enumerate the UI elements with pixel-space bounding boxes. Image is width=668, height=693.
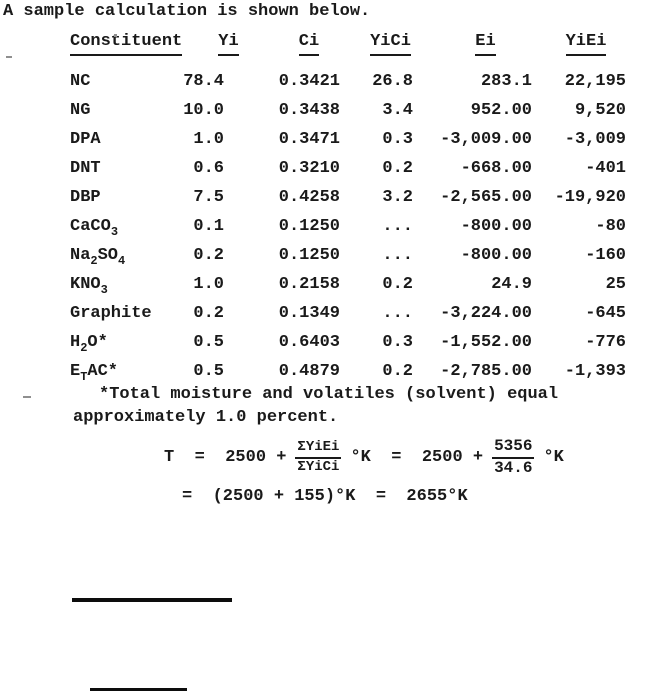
cell-ei: -800.00 [460, 246, 532, 265]
cell-yici: 26.8 [372, 72, 413, 91]
cell-yiei: 9,520 [574, 101, 626, 120]
cell-yi: 0.5 [193, 333, 224, 352]
scan-artifact [6, 56, 12, 58]
equation-prefix: T = 2500 + [164, 448, 287, 467]
cell-ei: 283.1 [480, 72, 532, 91]
equation-suffix: °K [543, 448, 564, 467]
cell-constituent: KNO3 [70, 275, 108, 297]
numeric-fraction-numerator: 5356 [492, 437, 535, 459]
cell-constituent: DPA [70, 130, 101, 149]
cell-yici: 3.4 [382, 101, 413, 120]
cell-ci: 0.6403 [278, 333, 340, 352]
column-header-yi: Yi [183, 32, 239, 67]
cell-constituent: Na2SO4 [70, 246, 126, 268]
cell-ei: -3,009.00 [440, 130, 532, 149]
table-footnote: *Total moisture and volatiles (solvent) … [73, 385, 559, 427]
subscript: 2 [90, 254, 98, 268]
cell-ci: 0.2158 [278, 275, 340, 294]
cell-yiei: -19,920 [554, 188, 626, 207]
column-header-yiei: YiEi [532, 32, 626, 67]
cell-constituent: ETAC* [70, 362, 119, 384]
cell-ei: -3,224.00 [440, 304, 532, 323]
subscript: 3 [110, 225, 119, 239]
cell-yici: 0.2 [382, 362, 413, 381]
cell-ci: 0.3421 [278, 72, 340, 91]
cell-yiei: -645 [585, 304, 626, 323]
cell-yi: 0.5 [193, 362, 224, 381]
cell-ci: 0.3438 [278, 101, 340, 120]
column-header-ei: Ei [413, 32, 532, 67]
sigma-fraction: ΣYiEi ΣYiCi [295, 439, 342, 476]
equation-line-1: T = 2500 + ΣYiEi ΣYiCi °K = 2500 + 5356 … [164, 437, 564, 478]
column-header-yici: YiCi [340, 32, 413, 67]
cell-yi: 10.0 [183, 101, 224, 120]
sigma-fraction-numerator: ΣYiEi [295, 439, 342, 459]
cell-yi: 0.6 [193, 159, 224, 178]
subscript: 3 [100, 283, 108, 297]
cell-yi: 0.2 [193, 246, 224, 265]
temperature-equation: T = 2500 + ΣYiEi ΣYiCi °K = 2500 + 5356 … [164, 437, 564, 506]
cell-yici: 0.2 [382, 159, 413, 178]
horizontal-rule-bottom [90, 688, 187, 691]
cell-ei: -800.00 [460, 217, 532, 236]
cell-ei: -668.00 [460, 159, 532, 178]
cell-yici: 0.2 [382, 275, 413, 294]
sigma-fraction-denominator: ΣYiCi [297, 459, 340, 475]
cell-ci: 0.1250 [278, 217, 340, 236]
cell-yi: 1.0 [193, 130, 224, 149]
cell-ei: -2,565.00 [440, 188, 532, 207]
cell-ei: -2,785.00 [440, 362, 532, 381]
cell-yici: 3.2 [382, 188, 413, 207]
cell-yiei: -80 [595, 217, 626, 236]
equation-middle: °K = 2500 + [350, 448, 484, 467]
cell-yi: 0.2 [193, 304, 224, 323]
cell-yiei: -776 [585, 333, 626, 352]
cell-yiei: -3,009 [564, 130, 626, 149]
cell-constituent: NC [70, 72, 91, 91]
subscript: 2 [80, 341, 88, 355]
cell-ei: -1,552.00 [440, 333, 532, 352]
cell-ci: 0.4879 [278, 362, 340, 381]
numeric-fraction-denominator: 34.6 [494, 459, 533, 477]
cell-ci: 0.3210 [278, 159, 340, 178]
cell-yiei: 22,195 [564, 72, 626, 91]
cell-yiei: -160 [585, 246, 626, 265]
cell-ei: 952.00 [470, 101, 532, 120]
cell-yi: 1.0 [193, 275, 224, 294]
cell-yici: 0.3 [382, 333, 413, 352]
cell-yiei: -1,393 [564, 362, 626, 381]
numeric-fraction: 5356 34.6 [492, 437, 535, 478]
cell-constituent: Graphite [70, 304, 152, 323]
scan-artifact [23, 396, 31, 398]
cell-constituent: H2O* [70, 333, 108, 355]
cell-ci: 0.1250 [278, 246, 340, 265]
horizontal-rule-top [72, 598, 232, 602]
cell-ei: 24.9 [491, 275, 532, 294]
column-header-ci: Ci [230, 32, 340, 67]
cell-yi: 7.5 [193, 188, 224, 207]
cell-yici: ... [382, 246, 413, 265]
cell-yiei: -401 [585, 159, 626, 178]
cell-yici: ... [382, 304, 413, 323]
subscript: 4 [118, 254, 126, 268]
cell-yici: 0.3 [382, 130, 413, 149]
cell-yiei: 25 [605, 275, 626, 294]
subscript: T [80, 370, 88, 384]
column-header-constituent: Constituent [70, 32, 183, 67]
cell-yi: 78.4 [183, 72, 224, 91]
cell-constituent: CaCO3 [70, 217, 119, 239]
cell-ci: 0.3471 [278, 130, 340, 149]
cell-ci: 0.1349 [278, 304, 340, 323]
cell-yi: 0.1 [193, 217, 224, 236]
equation-line-2: = (2500 + 155)°K = 2655°K [182, 487, 468, 506]
cell-yici: ... [382, 217, 413, 236]
cell-constituent: DNT [70, 159, 101, 178]
scan-artifact [114, 34, 117, 37]
cell-constituent: NG [70, 101, 91, 120]
intro-sentence: A sample calculation is shown below. [3, 2, 371, 21]
cell-constituent: DBP [70, 188, 101, 207]
cell-ci: 0.4258 [278, 188, 340, 207]
constituent-table: Constituent Yi Ci YiCi Ei YiEi NC 78.4 0.3421 26… [70, 32, 626, 386]
